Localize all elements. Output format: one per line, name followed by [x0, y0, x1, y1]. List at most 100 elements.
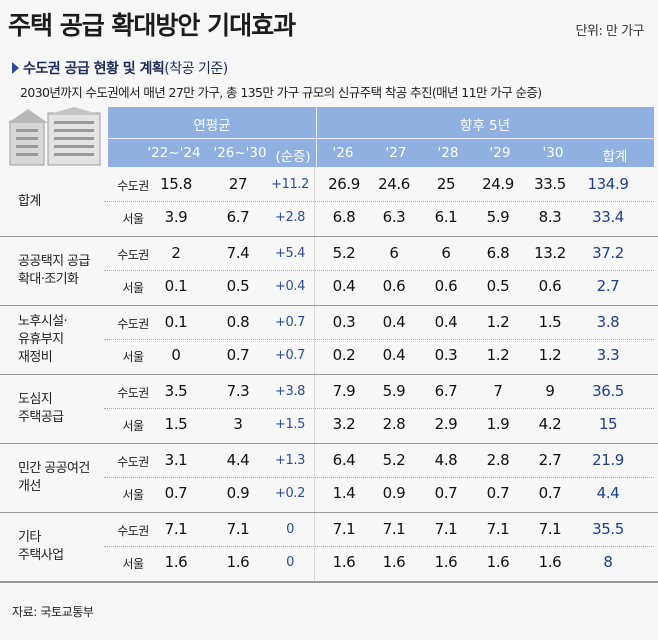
building-icon [8, 107, 102, 166]
region-label: 수도권 [117, 386, 149, 400]
table-cell: 0 [171, 346, 181, 364]
table-cell: 6 [389, 244, 399, 262]
table-cell: 4.2 [538, 415, 562, 433]
table-cell: 7.1 [486, 520, 510, 538]
table-cell: +1.5 [275, 417, 305, 432]
header-col: '28 [437, 145, 459, 161]
table-cell: 7.1 [434, 520, 458, 538]
table-cell: 6.1 [434, 208, 458, 226]
header-col: '29 [489, 145, 511, 161]
category-label: 기타 주택사업 [18, 529, 64, 565]
header-col: '30 [542, 145, 564, 161]
table-cell: +5.4 [275, 246, 305, 261]
table-cell: 0.6 [382, 277, 406, 295]
category-line: 도심지 [18, 392, 53, 407]
table-cell: 0.7 [164, 484, 188, 502]
table-cell: 3.3 [596, 346, 620, 364]
category-label: 공공택지 공급 확대·조기화 [18, 253, 90, 289]
header-divider [108, 138, 654, 139]
table-cell: 5.9 [382, 382, 406, 400]
table-cell: 0.7 [226, 346, 250, 364]
table-cell: 1.5 [164, 415, 188, 433]
bottom-rule [0, 582, 658, 583]
table-cell: 7.3 [226, 382, 250, 400]
table-cell: 0.8 [226, 313, 250, 331]
table-cell: 1.6 [164, 553, 188, 571]
region-label: 수도권 [117, 455, 149, 469]
table-section: 도심지 주택공급 수도권 3.5 7.3 +3.8 7.9 5.9 6.7 7 9 36.5 서울 1.5… [0, 374, 658, 444]
table-cell: 7.1 [226, 520, 250, 538]
table-cell: 24.6 [378, 175, 410, 193]
table-cell: 35.5 [592, 520, 624, 538]
page-title: 주택 공급 확대방안 기대효과 [8, 11, 296, 40]
table-cell: 7.1 [164, 520, 188, 538]
category-label: 노후시설· 유휴부지 재정비 [18, 313, 68, 367]
row-divider [104, 477, 654, 478]
table-cell: 6.7 [434, 382, 458, 400]
table-cell: 2.8 [382, 415, 406, 433]
table-section: 민간 공공여건 개선 수도권 3.1 4.4 +1.3 6.4 5.2 4.8 2.8 2.7 21.… [0, 443, 658, 513]
table-cell: 0.3 [434, 346, 458, 364]
table-header: 연평균 향후 5년 '22~'24 '26~'30 (순증) '26 '27 '… [108, 107, 654, 167]
table-cell: 26.9 [328, 175, 360, 193]
table-cell: 0.9 [382, 484, 406, 502]
table-cell: 2.7 [596, 277, 620, 295]
row-divider [104, 408, 654, 409]
region-label: 서울 [122, 419, 144, 433]
region-label: 수도권 [117, 524, 149, 538]
table-cell: 6.4 [332, 451, 356, 469]
table-cell: 0 [286, 522, 294, 537]
table-cell: 6.8 [486, 244, 510, 262]
row-divider [104, 201, 654, 202]
category-line: 재정비 [18, 350, 53, 365]
table-cell: 0.6 [434, 277, 458, 295]
table-cell: 1.5 [538, 313, 562, 331]
table-cell: 0.4 [382, 346, 406, 364]
table-cell: 25 [436, 175, 456, 193]
table-cell: 37.2 [592, 244, 624, 262]
table-cell: 6.8 [332, 208, 356, 226]
table-cell: 5.9 [486, 208, 510, 226]
table-cell: 0.9 [226, 484, 250, 502]
description: 2030년까지 수도권에서 매년 27만 가구, 총 135만 가구 규모의 신… [20, 85, 542, 100]
table-cell: 1.6 [486, 553, 510, 571]
table-cell: 33.4 [592, 208, 624, 226]
region-label: 서울 [122, 212, 144, 226]
table-cell: 0.1 [164, 313, 188, 331]
table-cell: 2.7 [538, 451, 562, 469]
table-cell: 1.9 [486, 415, 510, 433]
header-col: '22~'24 [147, 145, 201, 161]
table-cell: 0.4 [382, 313, 406, 331]
table-cell: 9 [545, 382, 555, 400]
table-cell: 7.1 [538, 520, 562, 538]
table-cell: 0.7 [486, 484, 510, 502]
category-line: 기타 [18, 530, 41, 545]
table-cell: 0.4 [332, 277, 356, 295]
subtitle: 수도권 공급 현황 및 계획(착공 기준) [12, 58, 228, 78]
region-label: 수도권 [117, 317, 149, 331]
table-cell: 1.6 [434, 553, 458, 571]
region-label: 서울 [122, 350, 144, 364]
table-cell: 13.2 [534, 244, 566, 262]
table-cell: 1.6 [382, 553, 406, 571]
table-cell: 1.6 [332, 553, 356, 571]
table-cell: 0.4 [434, 313, 458, 331]
table-cell: +3.8 [275, 384, 305, 399]
table-cell: 15 [598, 415, 618, 433]
table-section: 공공택지 공급 확대·조기화 수도권 2 7.4 +5.4 5.2 6 6 6.8 13.2 37.2… [0, 236, 658, 306]
table-cell: 4.4 [596, 484, 620, 502]
table-cell: 7.9 [332, 382, 356, 400]
table-cell: +0.7 [275, 348, 305, 363]
table-cell: 8.3 [538, 208, 562, 226]
table-cell: 1.2 [486, 313, 510, 331]
table-cell: +0.2 [275, 486, 305, 501]
table-cell: 5.2 [332, 244, 356, 262]
header-vline [316, 107, 317, 167]
table-cell: 1.2 [486, 346, 510, 364]
table-cell: 3.2 [332, 415, 356, 433]
triangle-marker-icon [12, 62, 19, 74]
table-cell: 1.2 [538, 346, 562, 364]
header-group-next5: 향후 5년 [459, 118, 511, 134]
row-divider [104, 270, 654, 271]
table-cell: 5.2 [382, 451, 406, 469]
